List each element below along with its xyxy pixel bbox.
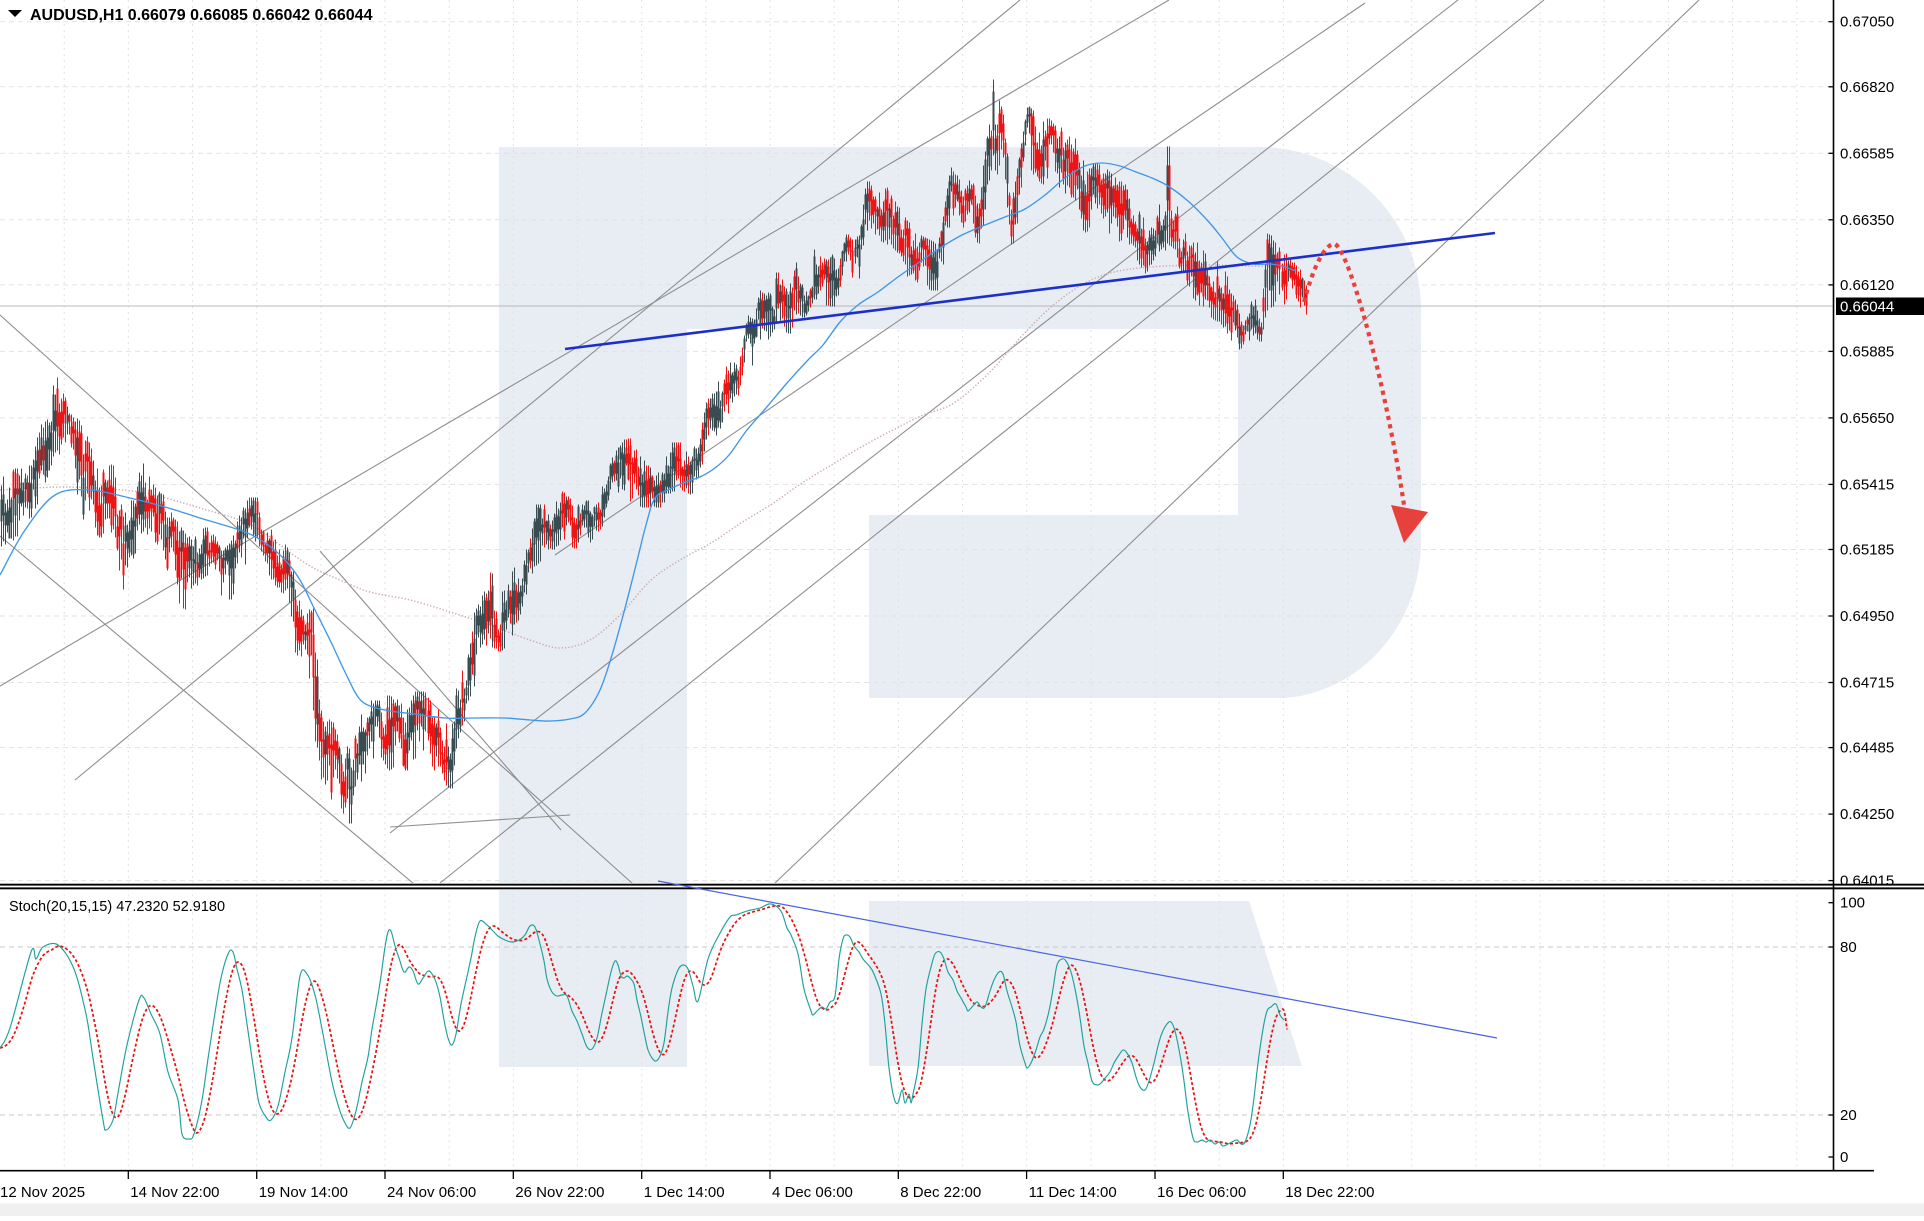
- svg-text:11 Dec 14:00: 11 Dec 14:00: [1029, 1184, 1117, 1201]
- svg-text:18 Dec 22:00: 18 Dec 22:00: [1285, 1184, 1374, 1201]
- svg-text:4 Dec 06:00: 4 Dec 06:00: [772, 1184, 853, 1201]
- svg-text:12 Nov 2025: 12 Nov 2025: [0, 1184, 85, 1201]
- svg-text:0.65650: 0.65650: [1840, 410, 1894, 427]
- svg-text:1 Dec 14:00: 1 Dec 14:00: [644, 1184, 725, 1201]
- svg-text:100: 100: [1840, 895, 1865, 912]
- svg-text:0.65885: 0.65885: [1840, 343, 1894, 360]
- svg-text:0.64250: 0.64250: [1840, 806, 1894, 823]
- svg-text:0.66120: 0.66120: [1840, 277, 1894, 294]
- svg-text:16 Dec 06:00: 16 Dec 06:00: [1157, 1184, 1246, 1201]
- svg-text:0.64950: 0.64950: [1840, 608, 1894, 625]
- svg-text:AUDUSD,H1 0.66079 0.66085 0.6: AUDUSD,H1 0.66079 0.66085 0.66042 0.6604…: [30, 7, 373, 24]
- svg-text:0.67050: 0.67050: [1840, 14, 1894, 31]
- svg-text:0: 0: [1840, 1149, 1848, 1166]
- svg-text:0.66350: 0.66350: [1840, 212, 1894, 229]
- svg-text:19 Nov 14:00: 19 Nov 14:00: [259, 1184, 348, 1201]
- svg-text:26 Nov 22:00: 26 Nov 22:00: [515, 1184, 604, 1201]
- svg-text:14 Nov 22:00: 14 Nov 22:00: [130, 1184, 219, 1201]
- svg-text:20: 20: [1840, 1107, 1857, 1124]
- svg-text:24 Nov 06:00: 24 Nov 06:00: [387, 1184, 476, 1201]
- svg-text:0.66044: 0.66044: [1840, 299, 1894, 316]
- svg-text:80: 80: [1840, 939, 1857, 956]
- svg-text:0.64715: 0.64715: [1840, 675, 1894, 692]
- svg-text:0.64485: 0.64485: [1840, 740, 1894, 757]
- svg-text:8 Dec 22:00: 8 Dec 22:00: [900, 1184, 981, 1201]
- svg-text:0.64015: 0.64015: [1840, 873, 1894, 890]
- svg-text:0.65185: 0.65185: [1840, 542, 1894, 559]
- svg-text:0.66585: 0.66585: [1840, 145, 1894, 162]
- svg-text:0.65415: 0.65415: [1840, 476, 1894, 493]
- svg-text:0.66820: 0.66820: [1840, 79, 1894, 96]
- svg-text:Stoch(20,15,15) 47.2320 52.918: Stoch(20,15,15) 47.2320 52.9180: [9, 899, 225, 915]
